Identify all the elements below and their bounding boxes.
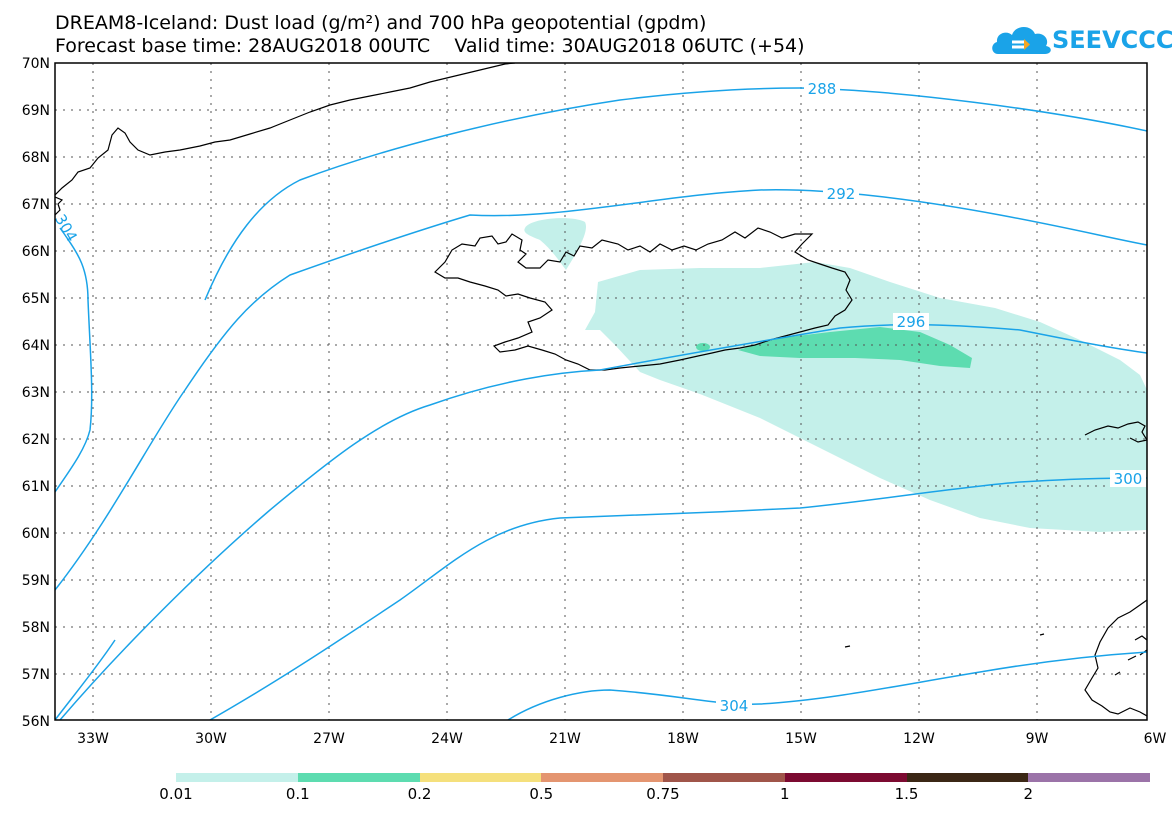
lat-label-67N: 67N	[22, 197, 50, 213]
lon-label-9W: 9W	[1026, 731, 1049, 747]
colorbar-label-0.2: 0.2	[407, 785, 432, 803]
lon-label-18W: 18W	[667, 731, 699, 747]
dust-area-light	[585, 262, 1147, 532]
colorbar-label-0.75: 0.75	[646, 785, 680, 803]
contour-304	[507, 651, 1147, 720]
lat-label-59N: 59N	[22, 573, 50, 589]
latitude-labels: 70N 69N 68N 67N 66N 65N 64N 63N 62N 61N 60N 59N 58N 5…	[22, 56, 50, 730]
map-frame	[54, 62, 1148, 721]
colorbar-segment-3	[541, 773, 663, 782]
dust-load-shading	[524, 218, 1147, 532]
lon-label-30W: 30W	[195, 731, 227, 747]
scotland-coast	[1084, 599, 1147, 717]
lat-label-66N: 66N	[22, 244, 50, 260]
lat-label-57N: 57N	[22, 667, 50, 683]
faroe-islands	[844, 633, 1045, 648]
lon-label-33W: 33W	[77, 731, 109, 747]
colorbar-label-0.1: 0.1	[285, 785, 310, 803]
colorbar-label-1.5: 1.5	[894, 785, 919, 803]
lat-label-58N: 58N	[22, 620, 50, 636]
contour-west-a	[55, 639, 116, 720]
contour-label-296: 296	[897, 313, 926, 331]
lat-label-60N: 60N	[22, 526, 50, 542]
contour-label-bg	[716, 697, 752, 714]
scotland-islands	[1114, 635, 1147, 676]
lat-label-70N: 70N	[22, 56, 50, 72]
seevccc-logo: SEEVCCC	[990, 22, 1174, 56]
contour-296	[59, 323, 1147, 720]
iceland-coast	[434, 227, 853, 371]
lat-label-61N: 61N	[22, 479, 50, 495]
contour-292	[55, 189, 1147, 591]
lon-label-27W: 27W	[313, 731, 345, 747]
colorbar-segment-6	[906, 773, 1029, 782]
contour-label-292: 292	[827, 185, 856, 203]
colorbar-segment-5	[784, 773, 907, 782]
dust-area-medium-small	[696, 343, 710, 351]
lat-label-68N: 68N	[22, 150, 50, 166]
colorbar-segment-0	[176, 773, 298, 782]
greenland-coast-south	[55, 196, 64, 216]
lat-label-65N: 65N	[22, 291, 50, 307]
forecast-base-time: Forecast base time: 28AUG2018 00UTC	[55, 35, 431, 57]
colorbar-segment-7	[1028, 773, 1150, 782]
map-title: DREAM8-Iceland: Dust load (g/m²) and 700…	[55, 12, 707, 34]
valid-time: Valid time: 30AUG2018 06UTC (+54)	[454, 35, 805, 57]
lat-label-63N: 63N	[22, 385, 50, 401]
time-info: Forecast base time: 28AUG2018 00UTC Vali…	[55, 35, 805, 57]
lat-label-62N: 62N	[22, 432, 50, 448]
colorbar-segment-1	[297, 773, 420, 782]
contour-288	[204, 87, 1147, 301]
lon-label-15W: 15W	[785, 731, 817, 747]
contour-label-300: 300	[1114, 470, 1143, 488]
lat-label-56N: 56N	[22, 714, 50, 730]
colorbar-label-0.01: 0.01	[159, 785, 193, 803]
dust-area-light-north	[524, 218, 586, 270]
contour-label-bg	[1110, 470, 1146, 487]
colorbar-label-2: 2	[1023, 785, 1034, 803]
graticule	[55, 63, 1147, 720]
lon-label-6W: 6W	[1144, 731, 1167, 747]
colorbar-label-0.5: 0.5	[529, 785, 554, 803]
contour-label-304: 304	[720, 697, 749, 715]
dust-area-medium	[738, 327, 972, 368]
lat-label-69N: 69N	[22, 103, 50, 119]
cloud-icon	[992, 26, 1051, 54]
contour-west-b	[55, 227, 93, 493]
lon-label-24W: 24W	[431, 731, 463, 747]
contour-label-bg	[893, 313, 929, 330]
contour-label-bg	[804, 80, 840, 97]
colorbar-label-1: 1	[779, 785, 790, 803]
contour-300	[209, 477, 1147, 720]
colorbar-segment-2	[419, 773, 542, 782]
greenland-coast	[55, 63, 516, 196]
shetland-coast	[1084, 421, 1147, 443]
coastlines	[55, 63, 1147, 717]
lon-label-21W: 21W	[549, 731, 581, 747]
lat-label-64N: 64N	[22, 338, 50, 354]
geopotential-contours	[55, 87, 1147, 720]
contour-label-288: 288	[808, 80, 837, 98]
longitude-labels: 33W 30W 27W 24W 21W 18W 15W 12W 9W 6W	[77, 731, 1166, 747]
dust-load-colorbar	[176, 773, 1150, 782]
logo-text: SEEVCCC	[1052, 26, 1174, 54]
contour-label-bg	[823, 185, 859, 202]
colorbar-segment-4	[663, 773, 785, 782]
lon-label-12W: 12W	[903, 731, 935, 747]
